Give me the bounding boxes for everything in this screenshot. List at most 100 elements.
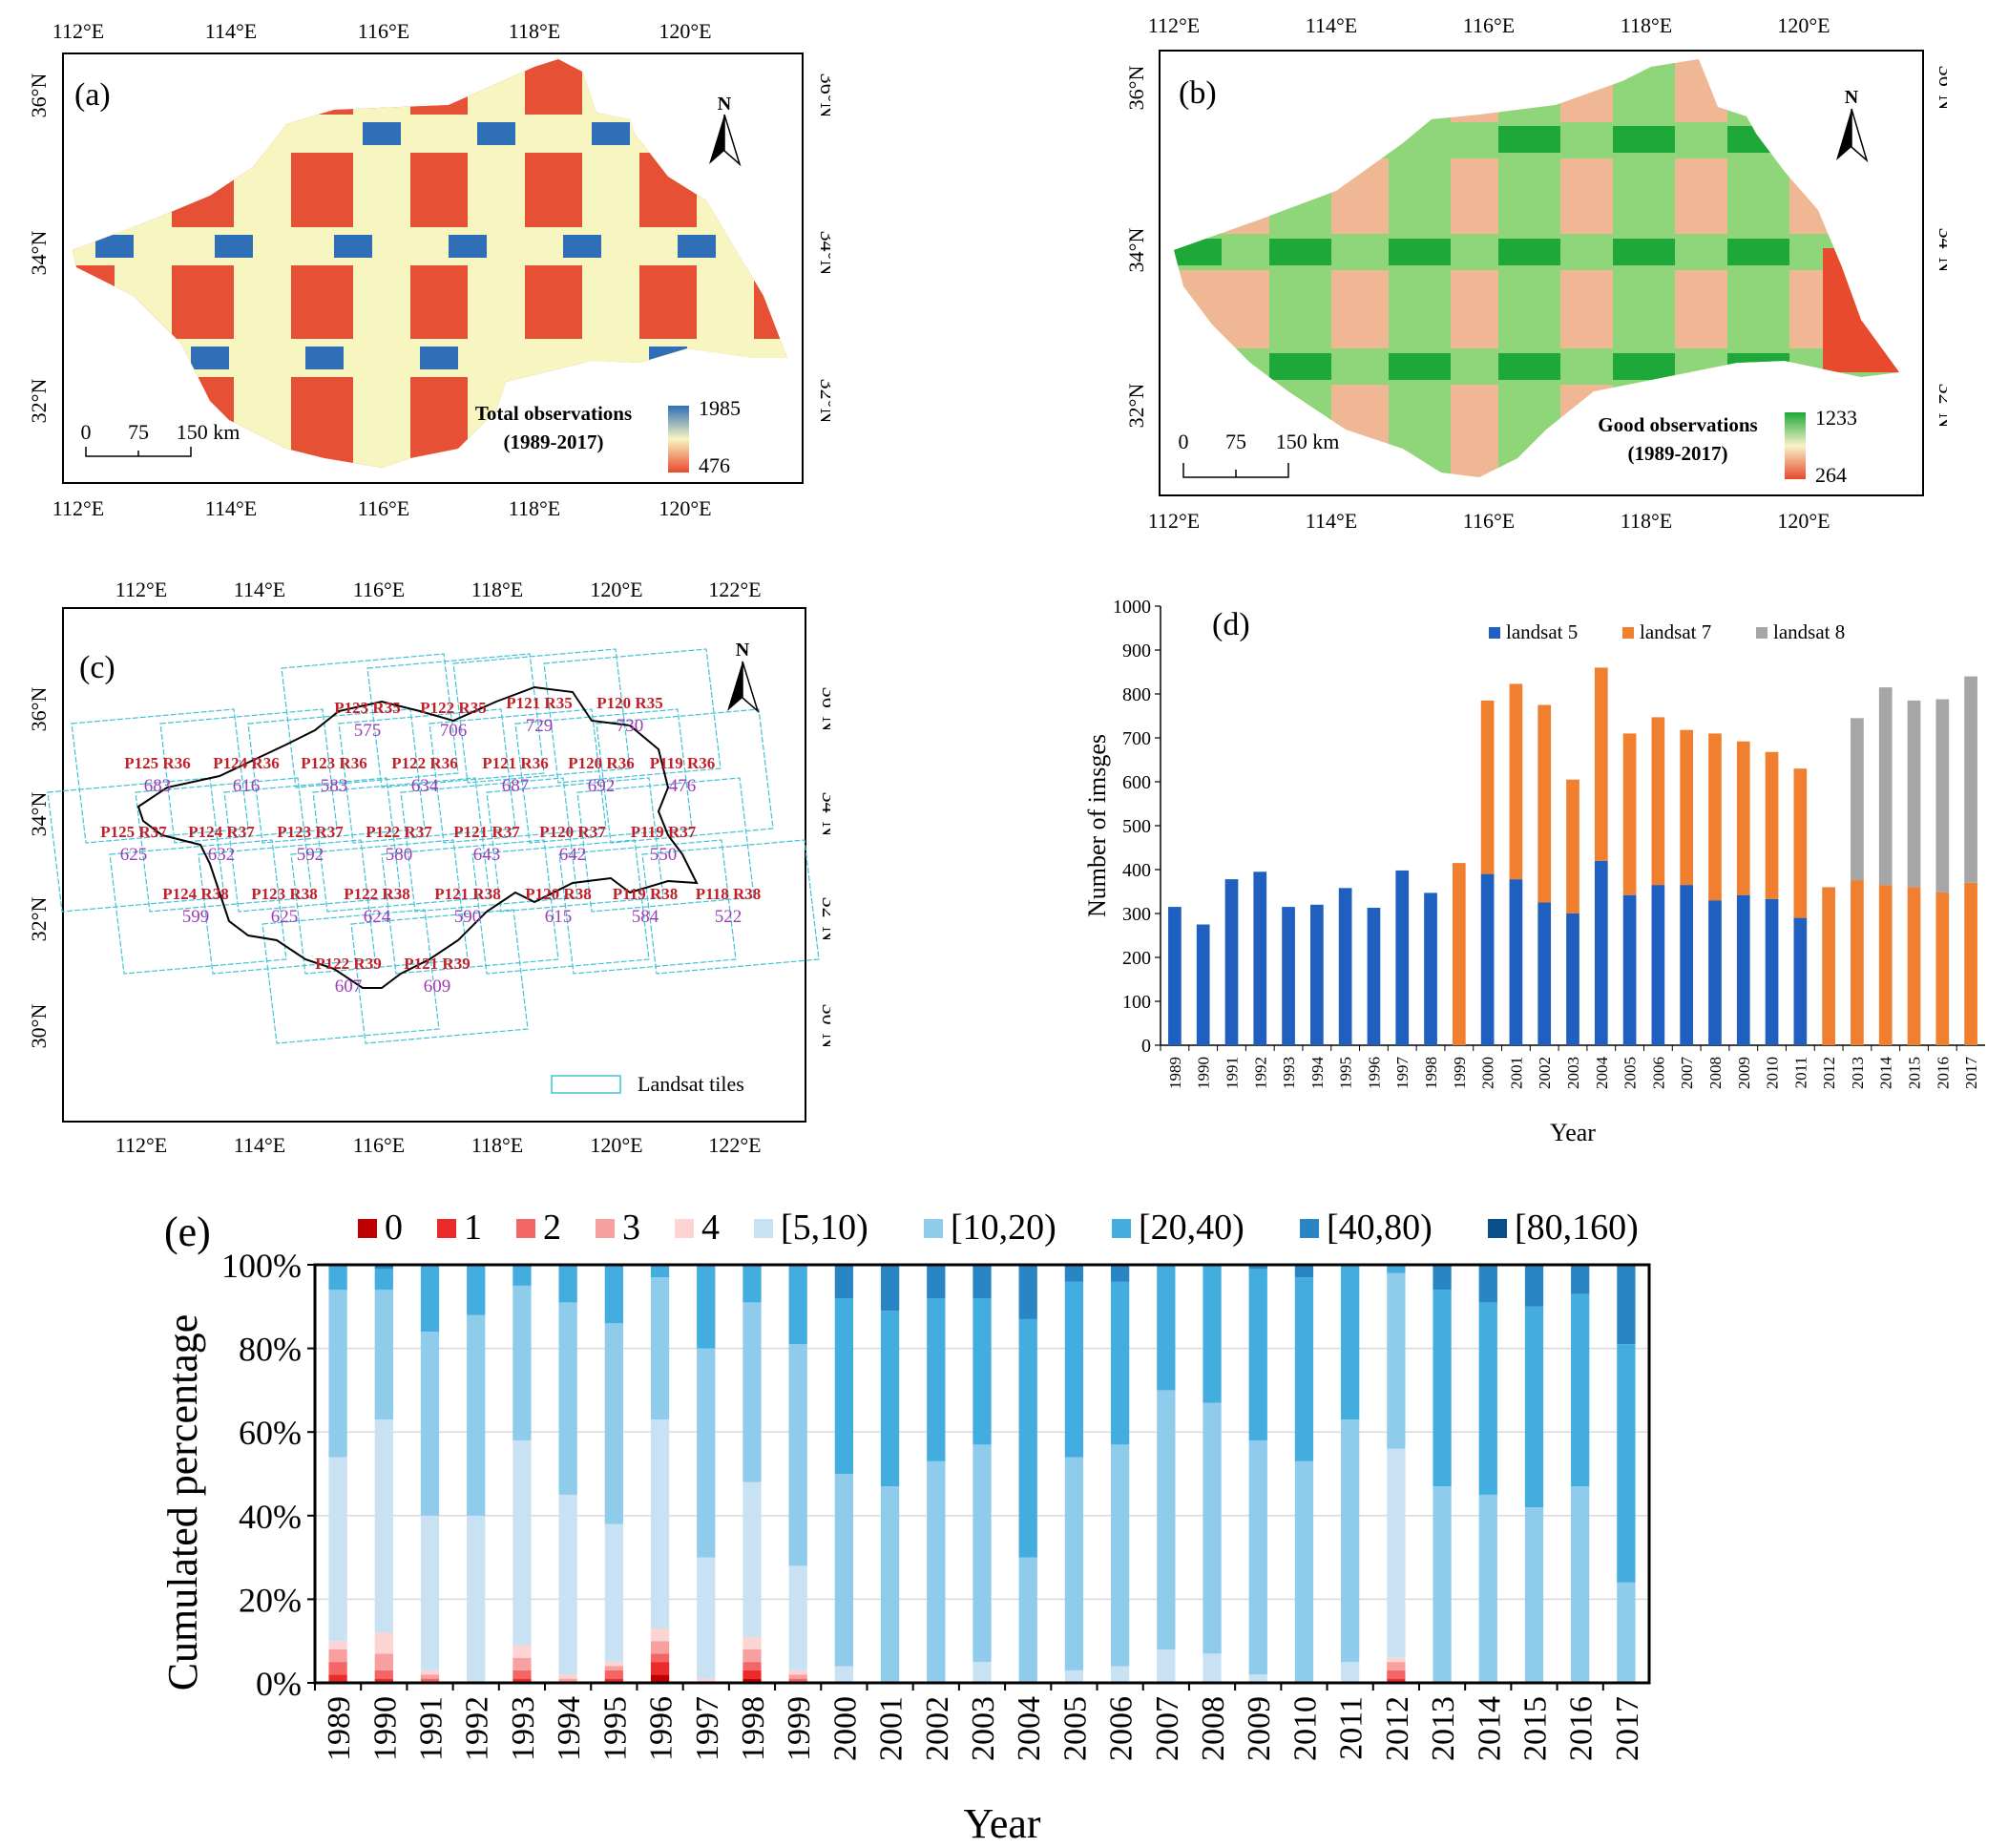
map-a-lon-ticks: 112°E 114°E 116°E 118°E 120°E 112°E 114°… — [52, 19, 712, 520]
y-tick-label: 60% — [239, 1414, 302, 1452]
tile-name: P121 R38 — [434, 885, 500, 903]
legend-label: 4 — [701, 1208, 720, 1248]
x-tick-label: 1999 — [1451, 1057, 1469, 1089]
lon-tick-bottom: 122°E — [708, 1133, 761, 1157]
x-tick-label: 1995 — [1337, 1057, 1355, 1089]
lat-tick-right: 36°N — [816, 74, 830, 118]
bar-segment — [328, 1265, 347, 1291]
x-tick-label: 2010 — [1287, 1696, 1323, 1761]
svg-text:Total observations: Total observations — [475, 402, 632, 425]
legend-swatch — [1300, 1219, 1319, 1238]
x-tick-label: 1989 — [1166, 1057, 1184, 1089]
bar-segment — [1248, 1674, 1267, 1683]
bar-segment — [1157, 1390, 1176, 1649]
svg-text:(1989-2017): (1989-2017) — [1628, 442, 1728, 465]
map-c-lon-ticks: 112°E 114°E 116°E 118°E 120°E 122°E 112°… — [115, 578, 762, 1157]
map-a-lat-ticks: 36°N 34°N 32°N 36°N 34°N 32°N — [27, 74, 830, 424]
bar-segment — [743, 1265, 762, 1303]
bar-segment — [420, 1332, 440, 1516]
bar-segment — [558, 1678, 577, 1683]
svg-text:N: N — [736, 640, 750, 661]
plot-frame — [313, 1263, 1651, 1685]
bar-landsat-5 — [1196, 924, 1210, 1045]
tile-footprint — [350, 909, 529, 1044]
lon-tick-top: 122°E — [708, 578, 761, 601]
tile-name: P120 R38 — [525, 885, 591, 903]
legend-label: [20,40) — [1139, 1208, 1245, 1248]
bar-segment — [1203, 1265, 1222, 1403]
x-tick-label: 1993 — [1280, 1057, 1298, 1089]
x-tick-label: 1994 — [1308, 1057, 1327, 1090]
bar-landsat-7 — [1509, 683, 1523, 880]
bar-landsat-7 — [1480, 700, 1495, 874]
x-tick-label: 1990 — [367, 1696, 403, 1761]
bar-segment — [973, 1444, 992, 1663]
x-tick-label: 1990 — [1195, 1057, 1213, 1089]
bar-segment — [1387, 1448, 1406, 1658]
lat-tick-right: 32°N — [816, 379, 830, 424]
bar-segment — [650, 1419, 670, 1629]
color-legend: Good observations (1989-2017) 1233 264 — [1598, 406, 1857, 487]
tile-name: P122 R37 — [366, 823, 432, 841]
bar-segment — [604, 1670, 623, 1679]
tile-name: P121 R39 — [404, 955, 470, 973]
bar-segment — [1433, 1486, 1452, 1683]
x-tick-label: 2000 — [1479, 1057, 1497, 1089]
x-tick-label: 2008 — [1196, 1696, 1231, 1761]
north-arrow-icon: N — [727, 640, 760, 714]
bar-landsat-5 — [1338, 888, 1352, 1045]
tile-footprint — [281, 653, 459, 788]
x-tick-label: 2012 — [1820, 1057, 1838, 1089]
bar-segment — [420, 1265, 440, 1333]
bar-segment — [374, 1419, 393, 1633]
bar-segment — [420, 1515, 440, 1670]
tile-footprint — [381, 839, 559, 975]
bar-segment — [512, 1678, 532, 1683]
bar-segment — [374, 1290, 393, 1420]
svg-text:Landsat tiles: Landsat tiles — [638, 1072, 744, 1096]
bar-segment — [328, 1457, 347, 1642]
bar-segment — [1248, 1439, 1267, 1675]
tile-name: P123 R36 — [301, 754, 366, 772]
bar-landsat-7 — [1537, 704, 1552, 903]
legend-swatch — [1756, 627, 1767, 639]
bar-segment — [788, 1265, 807, 1345]
lon-tick-top: 112°E — [1148, 13, 1200, 37]
tiles-legend: Landsat tiles — [551, 1072, 744, 1096]
tile-name: P125 R36 — [124, 754, 190, 772]
y-tick-label: 500 — [1122, 816, 1151, 837]
tile-name: P124 R38 — [162, 885, 228, 903]
y-tick-label: 200 — [1122, 948, 1151, 969]
bar-segment — [374, 1269, 393, 1291]
map-c-lat-ticks: 36°N 34°N 32°N 30°N 36°N 34°N 32°N 30°N — [27, 687, 830, 1049]
bar-landsat-7 — [1736, 741, 1750, 895]
lon-tick-bottom: 114°E — [205, 496, 257, 520]
bar-segment — [1617, 1265, 1636, 1345]
bar-segment — [1157, 1648, 1176, 1683]
y-tick-label: 400 — [1122, 860, 1151, 881]
bar-segment — [1341, 1265, 1360, 1420]
bar-segment — [1387, 1678, 1406, 1683]
bar-landsat-7 — [1851, 880, 1864, 1045]
lon-tick-bottom: 120°E — [1777, 509, 1830, 533]
tile-name: P122 R38 — [344, 885, 409, 903]
bar-segment — [1387, 1662, 1406, 1670]
bar-segment — [1294, 1277, 1314, 1461]
bar-segment — [834, 1298, 854, 1474]
legend-label: [5,10) — [781, 1208, 868, 1248]
bar-segment — [1110, 1444, 1130, 1667]
y-tick-label: 800 — [1122, 684, 1151, 705]
bar-segment — [1524, 1507, 1544, 1683]
x-tick-label: 2005 — [1057, 1696, 1093, 1761]
x-tick-label: 2010 — [1764, 1057, 1782, 1089]
bar-segment — [558, 1302, 577, 1495]
lon-tick-bottom: 116°E — [1463, 509, 1515, 533]
bar-landsat-5 — [1224, 879, 1239, 1045]
lat-tick-left: 32°N — [27, 897, 51, 942]
tile-count: 590 — [454, 907, 482, 927]
legend-swatch — [358, 1219, 377, 1238]
bar-landsat-5 — [1253, 872, 1267, 1045]
tile-footprint — [290, 839, 469, 975]
bar-segment — [604, 1666, 623, 1670]
legend-label: [40,80) — [1327, 1208, 1433, 1248]
